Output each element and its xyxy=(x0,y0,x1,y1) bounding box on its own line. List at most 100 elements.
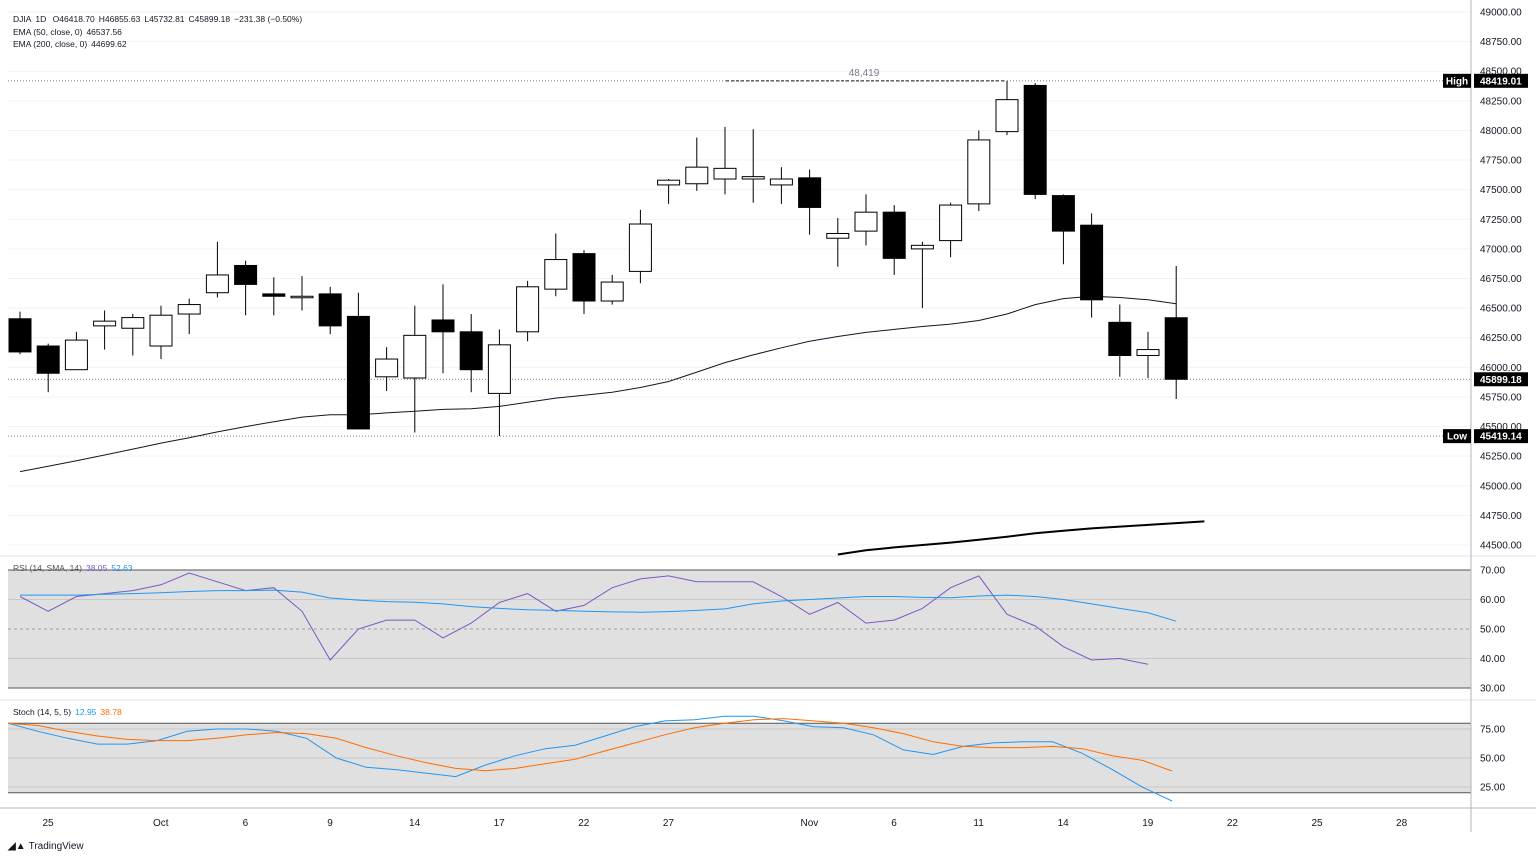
price-tick-label: 49000.00 xyxy=(1480,8,1522,19)
time-tick-label: 25 xyxy=(1311,818,1323,829)
ema50-value: 46537.56 xyxy=(86,27,122,37)
candle-body xyxy=(1108,321,1132,356)
candle-body xyxy=(685,166,709,185)
candle-body xyxy=(657,179,681,186)
candle xyxy=(403,305,427,433)
candle xyxy=(318,286,342,335)
time-tick-label: 14 xyxy=(409,818,421,829)
price-tick-label: 47500.00 xyxy=(1480,185,1522,196)
candle xyxy=(121,314,145,356)
candle-body xyxy=(459,331,483,371)
candle xyxy=(149,305,173,360)
last-price-marker-badge-value: 45899.18 xyxy=(1480,375,1522,386)
time-tick-label: 11 xyxy=(973,818,984,829)
candle-body xyxy=(600,281,624,302)
open-value: O46418.70 xyxy=(52,14,95,24)
rsi-tick-label: 50.00 xyxy=(1480,625,1505,636)
candle-body xyxy=(8,318,32,353)
candle-body xyxy=(826,232,850,239)
candle xyxy=(375,347,399,392)
candle xyxy=(544,233,568,297)
candle xyxy=(346,292,370,430)
low-marker-tag-label: Low xyxy=(1447,432,1467,443)
candle-body xyxy=(318,293,342,327)
candle xyxy=(713,126,737,195)
candle-body xyxy=(741,176,765,180)
price-tick-label: 45250.00 xyxy=(1480,452,1522,463)
candle-body xyxy=(967,139,991,205)
high-value: H46855.63 xyxy=(98,14,141,24)
ema50-legend: EMA (50, close, 0) 46537.56 xyxy=(13,27,126,38)
time-tick-label: 22 xyxy=(578,818,590,829)
stoch-tick-label: 75.00 xyxy=(1480,725,1505,736)
candle-body xyxy=(121,317,145,329)
candle xyxy=(516,280,540,342)
ema50-line xyxy=(19,295,1177,473)
ema200-line xyxy=(837,520,1205,556)
rsi-sma-line xyxy=(20,589,1177,622)
price-tick-label: 44500.00 xyxy=(1480,541,1522,552)
candle xyxy=(826,218,850,267)
stoch-d-value: 38.78 xyxy=(100,707,122,717)
stoch-d-line xyxy=(7,718,1173,772)
candle xyxy=(431,284,455,374)
change-value: −231.38 (−0.50%) xyxy=(234,14,303,24)
candle-body xyxy=(516,286,540,333)
candle-body xyxy=(713,167,737,180)
time-tick-label: 25 xyxy=(42,818,54,829)
low-marker-badge xyxy=(1474,429,1528,444)
candle xyxy=(628,209,652,284)
stoch-k-line xyxy=(7,715,1173,802)
candle xyxy=(939,202,963,258)
stoch-k-value: 12.95 xyxy=(75,707,97,717)
rsi-label: RSI (14, SMA, 14) xyxy=(13,563,82,573)
candle-body xyxy=(1136,349,1160,356)
time-tick-label: 19 xyxy=(1142,818,1154,829)
last-price-marker-badge xyxy=(1474,372,1528,387)
price-tick-label: 44750.00 xyxy=(1480,511,1522,522)
low-marker-tag xyxy=(1443,429,1471,444)
close-value: C45899.18 xyxy=(188,14,231,24)
candle-body xyxy=(487,344,511,394)
candle xyxy=(459,314,483,393)
candle xyxy=(36,343,60,393)
ema200-value: 44699.62 xyxy=(91,39,127,49)
candle xyxy=(995,80,1019,136)
time-tick-label: 27 xyxy=(663,818,675,829)
time-tick-label: Oct xyxy=(153,818,169,829)
rsi-tick-label: 70.00 xyxy=(1480,566,1505,577)
tradingview-logo-icon: ◢▲ xyxy=(8,841,26,852)
candle xyxy=(600,274,624,305)
stoch-tick-label: 25.00 xyxy=(1480,783,1505,794)
time-tick-label: 9 xyxy=(327,818,333,829)
time-tick-label: 14 xyxy=(1058,818,1070,829)
candle xyxy=(1136,331,1160,378)
rsi-tick-label: 60.00 xyxy=(1480,595,1505,606)
candle-body xyxy=(375,358,399,378)
time-tick-label: Nov xyxy=(801,818,819,829)
candle-body xyxy=(939,204,963,242)
price-tick-label: 47250.00 xyxy=(1480,215,1522,226)
candle-body xyxy=(403,334,427,379)
candle-body xyxy=(64,339,88,371)
stoch-label: Stoch (14, 5, 5) xyxy=(13,707,72,717)
candle-body xyxy=(177,304,201,315)
candle xyxy=(967,130,991,211)
candle xyxy=(882,205,906,275)
rsi-tick-label: 40.00 xyxy=(1480,654,1505,665)
ema200-label: EMA (200, close, 0) xyxy=(13,39,88,49)
rsi-sma-value: 52.63 xyxy=(111,563,133,573)
rsi-line xyxy=(19,572,1149,665)
candle xyxy=(8,311,32,355)
candle-body xyxy=(910,244,934,250)
candle-body xyxy=(854,211,878,232)
low-marker-badge-value: 45419.14 xyxy=(1480,432,1522,443)
candle-body xyxy=(544,259,568,290)
price-tick-label: 45750.00 xyxy=(1480,392,1522,403)
time-tick-label: 6 xyxy=(891,818,897,829)
interval-label: 1D xyxy=(35,14,47,24)
candle xyxy=(1051,194,1075,265)
price-tick-label: 48500.00 xyxy=(1480,67,1522,78)
candle-body xyxy=(290,295,314,299)
